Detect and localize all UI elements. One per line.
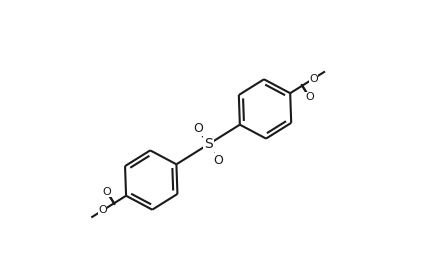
Text: O: O bbox=[305, 92, 314, 102]
Text: O: O bbox=[103, 187, 112, 197]
Text: O: O bbox=[98, 205, 107, 215]
Text: O: O bbox=[309, 74, 318, 84]
Text: O: O bbox=[213, 154, 223, 167]
Text: O: O bbox=[193, 122, 203, 135]
Text: S: S bbox=[204, 138, 212, 151]
